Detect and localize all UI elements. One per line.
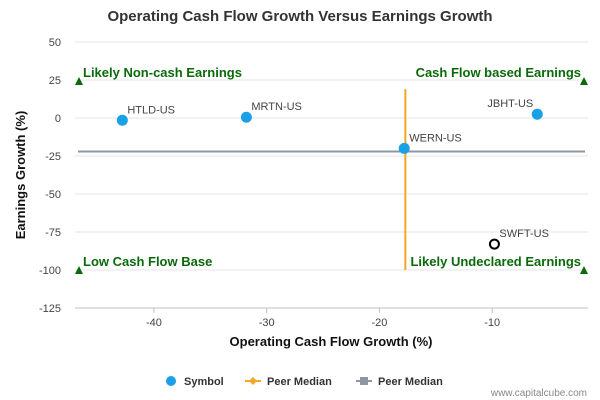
grid-lines [75, 41, 588, 309]
y-tick-label: -125 [39, 303, 61, 315]
quadrant-label-top-left: Likely Non-cash Earnings [83, 65, 242, 80]
quadrant-marker-top-right [580, 77, 588, 85]
legend-item-peer-median-horizontal[interactable]: Peer Median [356, 376, 443, 388]
data-point-label: MRTN-US [251, 101, 302, 113]
x-tick-label: -10 [484, 317, 500, 329]
y-axis-ticks: 50 25 0 -25 -50 -75 -100 -125 [39, 37, 61, 315]
data-point-label: HTLD-US [127, 104, 175, 116]
quadrant-marker-bottom-right [580, 266, 588, 274]
legend-peer-median-vertical-label: Peer Median [267, 376, 332, 388]
legend-peer-median-vertical-marker [249, 377, 257, 385]
data-point-label: JBHT-US [487, 98, 533, 110]
y-axis-title: Earnings Growth (%) [13, 111, 28, 240]
y-tick-label: -100 [39, 265, 61, 277]
data-point-label: SWFT-US [499, 228, 549, 240]
chart-title: Operating Cash Flow Growth Versus Earnin… [107, 8, 492, 25]
legend-item-symbol[interactable]: Symbol [166, 376, 224, 388]
x-tick-label: -20 [371, 317, 387, 329]
legend-symbol-marker [166, 376, 176, 386]
y-tick-label: 50 [49, 37, 61, 49]
legend-peer-median-horizontal-marker [360, 377, 368, 385]
x-axis-title: Operating Cash Flow Growth (%) [230, 334, 433, 349]
data-point-swft-us[interactable] [488, 238, 500, 250]
data-points: HTLD-US MRTN-US WERN-US JBHT-US SWFT-US [116, 98, 549, 250]
quadrant-marker-bottom-left [75, 266, 83, 274]
data-point-jbht-us[interactable] [531, 108, 543, 120]
credit-text: www.capitalcube.com [490, 388, 587, 399]
legend-peer-median-horizontal-label: Peer Median [378, 376, 443, 388]
data-point-label: WERN-US [409, 132, 462, 144]
quadrant-labels: Likely Non-cash Earnings Cash Flow based… [75, 65, 588, 274]
data-point-mrtn-us[interactable] [240, 111, 252, 123]
quadrant-label-bottom-right: Likely Undeclared Earnings [410, 254, 581, 269]
data-point-wern-us[interactable] [398, 142, 410, 154]
legend-symbol-label: Symbol [184, 376, 224, 388]
y-tick-label: 25 [49, 75, 61, 87]
y-tick-label: -75 [45, 227, 61, 239]
quadrant-label-top-right: Cash Flow based Earnings [416, 65, 581, 80]
y-tick-label: -25 [45, 151, 61, 163]
data-point-htld-us[interactable] [116, 114, 128, 126]
x-tick-label: -40 [146, 317, 162, 329]
quadrant-label-bottom-left: Low Cash Flow Base [83, 254, 212, 269]
y-tick-label: 0 [55, 113, 61, 125]
y-tick-label: -50 [45, 189, 61, 201]
x-tick-label: -30 [259, 317, 275, 329]
legend-item-peer-median-vertical[interactable]: Peer Median [245, 376, 332, 388]
x-axis-ticks: -40 -30 -20 -10 [146, 308, 500, 329]
quadrant-marker-top-left [75, 77, 83, 85]
legend: Symbol Peer Median Peer Median [166, 376, 443, 388]
